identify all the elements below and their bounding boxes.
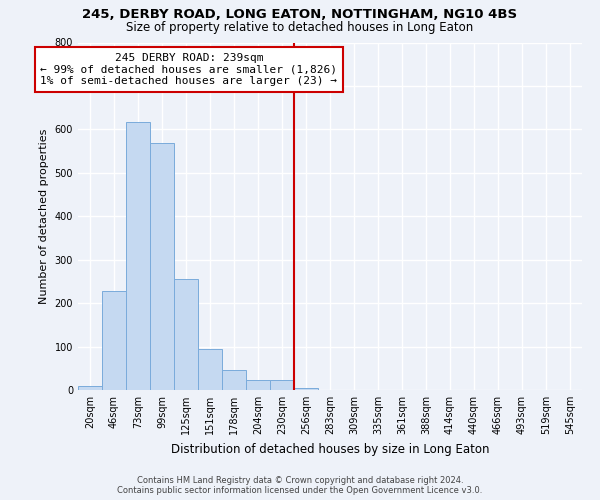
Bar xyxy=(102,290,126,390)
Bar xyxy=(78,386,102,390)
Text: 245 DERBY ROAD: 239sqm
← 99% of detached houses are smaller (1,826)
1% of semi-d: 245 DERBY ROAD: 239sqm ← 99% of detached… xyxy=(40,53,337,86)
Bar xyxy=(222,370,246,390)
Text: 245, DERBY ROAD, LONG EATON, NOTTINGHAM, NG10 4BS: 245, DERBY ROAD, LONG EATON, NOTTINGHAM,… xyxy=(82,8,518,20)
Bar xyxy=(174,279,198,390)
Bar xyxy=(294,388,318,390)
Text: Size of property relative to detached houses in Long Eaton: Size of property relative to detached ho… xyxy=(127,21,473,34)
Bar xyxy=(126,122,150,390)
Text: Contains HM Land Registry data © Crown copyright and database right 2024.
Contai: Contains HM Land Registry data © Crown c… xyxy=(118,476,482,495)
Bar xyxy=(150,144,174,390)
Bar xyxy=(270,380,294,390)
Y-axis label: Number of detached properties: Number of detached properties xyxy=(39,128,49,304)
Bar xyxy=(198,348,222,390)
X-axis label: Distribution of detached houses by size in Long Eaton: Distribution of detached houses by size … xyxy=(171,442,489,456)
Bar xyxy=(246,380,270,390)
